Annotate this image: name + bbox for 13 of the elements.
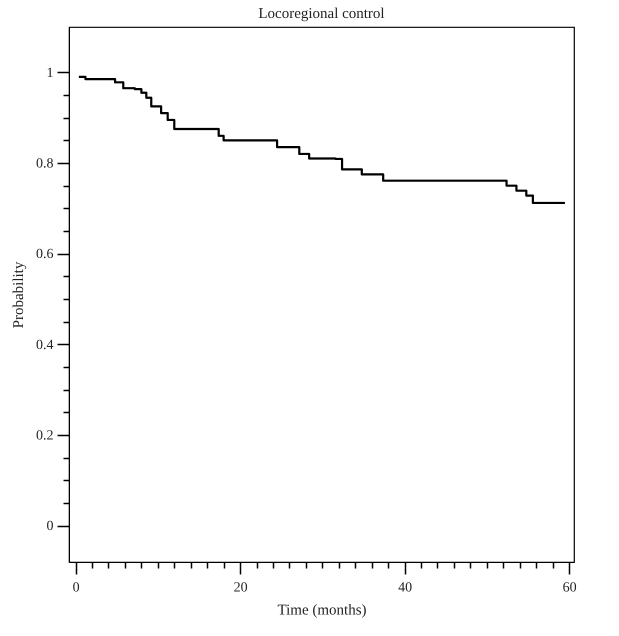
y-tick-label: 0.8 <box>36 156 54 172</box>
x-tick-label: 20 <box>234 580 248 596</box>
x-axis-title: Time (months) <box>277 602 367 618</box>
x-tick-label: 40 <box>398 580 412 596</box>
x-tick-label: 0 <box>72 580 80 596</box>
y-tick-label: 0.4 <box>36 338 54 353</box>
y-tick-label: 1 <box>46 66 54 81</box>
y-axis-title: Probability <box>11 261 27 328</box>
x-tick-label: 60 <box>562 580 577 596</box>
y-tick-label: 0 <box>46 519 54 534</box>
y-tick-label: 0.2 <box>36 428 54 444</box>
chart-title: Locoregional control <box>258 6 385 22</box>
y-tick-label: 0.6 <box>36 247 54 262</box>
